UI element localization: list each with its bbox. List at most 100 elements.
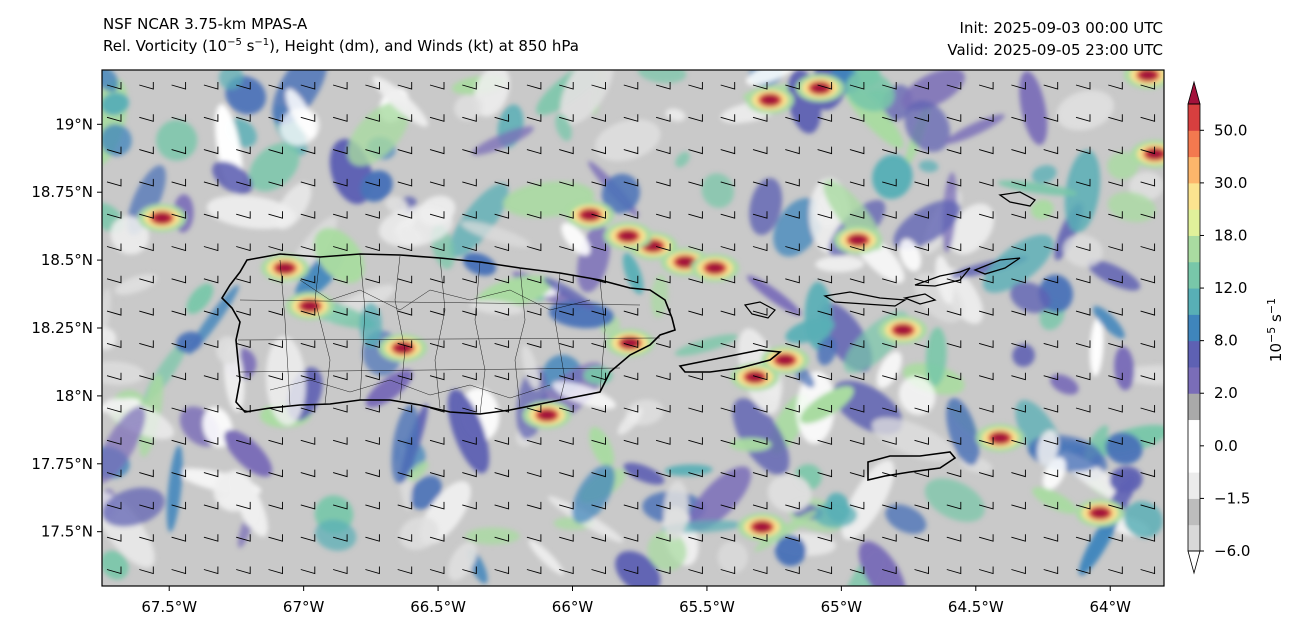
wind-barb — [462, 178, 477, 187]
wind-barb — [236, 82, 251, 90]
time-info: Init: 2025-09-03 00:00 UTC Valid: 2025-0… — [947, 17, 1163, 61]
wind-barb — [1075, 340, 1091, 348]
wind-barb — [300, 534, 316, 542]
wind-barb — [655, 114, 671, 122]
wind-barb — [1108, 340, 1123, 348]
wind-barb — [171, 469, 187, 478]
wind-barb — [171, 534, 187, 542]
vorticity-contour — [102, 487, 165, 527]
wind-barb — [882, 211, 897, 219]
st-croix-coastline — [867, 451, 957, 482]
wind-barb — [106, 469, 122, 478]
colorbar-tick-label: 2.0 — [1214, 384, 1238, 402]
wind-barb — [1011, 146, 1026, 155]
vorticity-contour — [469, 300, 524, 315]
vorticity-contour — [754, 510, 817, 552]
vorticity-max — [850, 235, 866, 245]
wind-barb — [785, 437, 800, 445]
wind-barb — [300, 405, 316, 413]
wind-barb — [526, 405, 542, 413]
wind-barb — [720, 243, 736, 252]
wind-barb — [655, 82, 671, 90]
wind-barb — [978, 469, 994, 478]
wind-barb — [1075, 275, 1091, 284]
vorticity-contour — [845, 71, 895, 112]
colorbar-segment — [1188, 366, 1200, 394]
wind-barb — [752, 566, 768, 575]
vorticity-max — [992, 433, 1008, 443]
wind-barb — [171, 211, 187, 219]
wind-barb — [655, 469, 671, 478]
wind-barb — [365, 275, 380, 284]
wind-barb — [752, 340, 768, 348]
wind-barb — [1140, 437, 1156, 445]
wind-barb — [1108, 243, 1123, 252]
wind-barb — [462, 534, 477, 542]
vorticity-contour — [1063, 234, 1103, 267]
vorticity-contour — [997, 180, 1078, 196]
vorticity-contour — [688, 466, 752, 531]
valid-time: Valid: 2025-09-05 23:00 UTC — [947, 41, 1163, 59]
wind-barb — [1043, 114, 1059, 122]
wind-barb — [300, 82, 316, 90]
wind-barb — [720, 308, 736, 316]
wind-barb — [139, 534, 154, 542]
vorticity-contour — [1109, 466, 1143, 494]
wind-barb — [1108, 469, 1123, 478]
wind-barb — [1011, 243, 1026, 252]
wind-barb — [688, 211, 703, 219]
wind-barb — [236, 405, 251, 413]
wind-barb — [655, 146, 671, 155]
wind-barb — [978, 308, 994, 316]
x-tick-label: 67.5°W — [141, 598, 197, 616]
wind-barb — [462, 405, 477, 413]
wind-barb — [1108, 437, 1123, 445]
wind-barb — [752, 146, 768, 155]
vorticity-contour — [622, 252, 644, 295]
wind-barb — [106, 178, 122, 187]
wind-barb — [332, 437, 348, 445]
colorbar-tick-label: 30.0 — [1214, 174, 1247, 192]
wind-barb — [946, 243, 962, 252]
wind-barb — [752, 308, 768, 316]
municipal-boundaries — [237, 254, 661, 415]
vorticity-max — [707, 263, 723, 273]
vorticity-contour — [249, 142, 300, 192]
wind-barb — [785, 405, 800, 413]
wind-barb — [236, 501, 251, 510]
wind-barb — [849, 340, 865, 348]
wind-barb — [106, 372, 122, 381]
wind-barb — [494, 469, 510, 478]
vorticity-contour — [935, 255, 954, 304]
wind-barb — [1140, 275, 1156, 284]
wind-barb — [591, 340, 606, 348]
vorticity-max — [622, 338, 638, 348]
wind-barb — [139, 114, 154, 122]
wind-barb — [1140, 82, 1156, 90]
wind-barb — [494, 340, 510, 348]
wind-barb — [817, 372, 833, 381]
wind-barb — [494, 211, 510, 219]
wind-barb — [882, 469, 897, 478]
wind-barb — [1011, 308, 1026, 316]
wind-barb — [526, 566, 542, 575]
wind-barb — [849, 308, 865, 316]
wind-barb — [139, 178, 154, 187]
wind-barb — [106, 340, 122, 348]
vorticity-contour — [785, 318, 835, 344]
wind-barb — [236, 340, 251, 348]
wind-barb — [397, 211, 413, 219]
wind-barb — [1075, 501, 1091, 510]
vorticity-contour — [555, 113, 572, 141]
wind-barb — [946, 501, 962, 510]
wind-barb — [559, 178, 574, 187]
wind-barb — [1043, 340, 1059, 348]
wind-barb — [268, 340, 283, 348]
wind-barb — [300, 566, 316, 575]
colorbar-segment — [1188, 314, 1200, 342]
wind-barb — [332, 82, 348, 90]
wind-barb — [914, 308, 929, 316]
wind-barb — [268, 243, 283, 252]
wind-barb — [1043, 243, 1059, 252]
wind-barb — [785, 340, 800, 348]
